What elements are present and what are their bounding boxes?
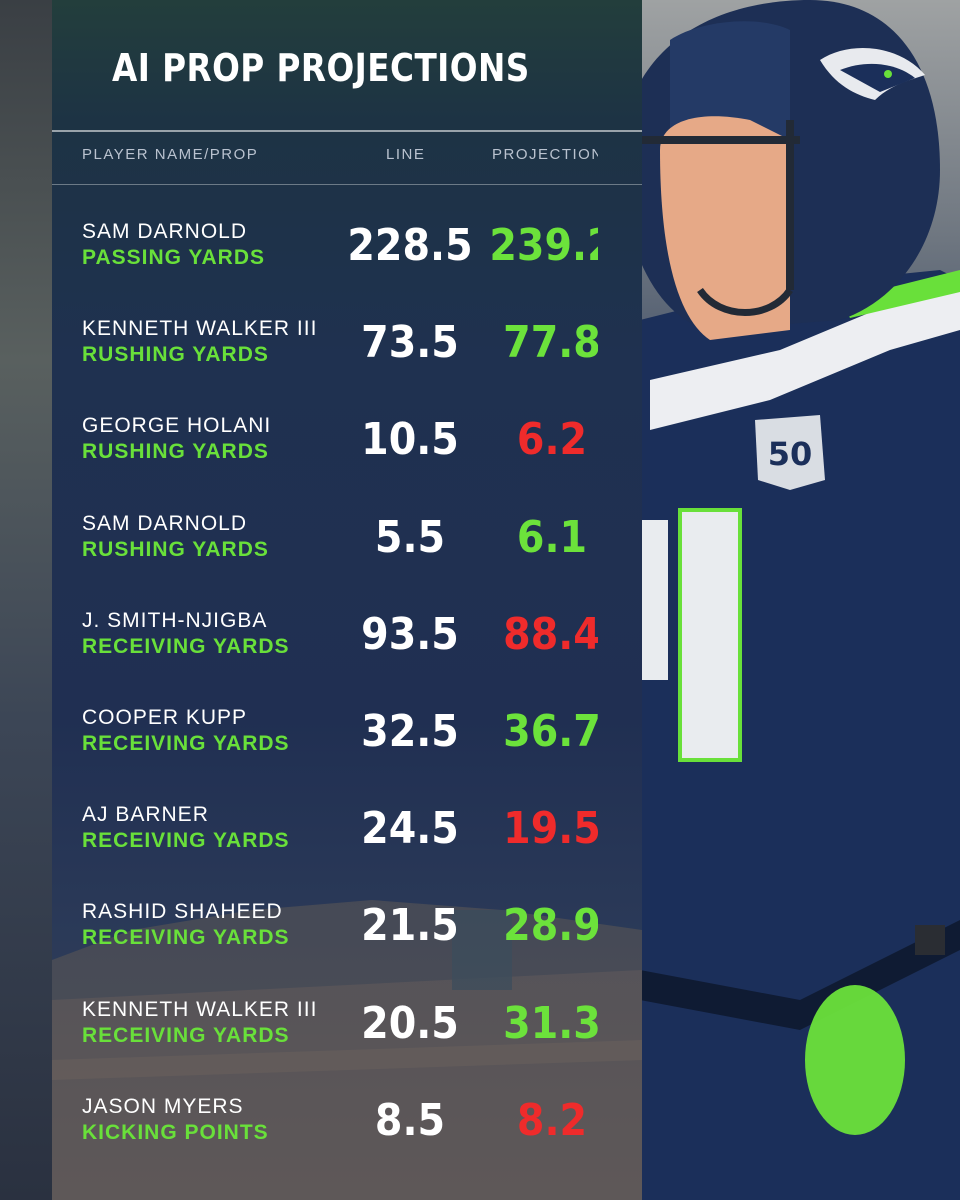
player-name: SAM DARNOLD [82, 511, 248, 535]
player-photo-area: 50 [640, 0, 960, 1200]
prop-type: RUSHING YARDS [82, 537, 269, 561]
prop-type: RUSHING YARDS [82, 343, 269, 367]
line-value: 228.5 [347, 220, 473, 271]
player-name: SAM DARNOLD [82, 220, 248, 243]
page-title: AI PROP PROJECTIONS [112, 46, 530, 90]
player-name: RASHID SHAHEED [82, 900, 283, 924]
table-row: COOPER KUPP RECEIVING YARDS 32.5 36.7 [0, 706, 598, 796]
line-value: 32.5 [361, 706, 459, 757]
line-value: 93.5 [361, 608, 459, 660]
title-divider [52, 130, 642, 132]
line-value: 73.5 [361, 317, 459, 369]
prop-type: RECEIVING YARDS [82, 634, 290, 658]
projection-value: 31.3 [503, 997, 598, 1049]
projection-value: 6.1 [516, 511, 588, 563]
table-row: SAM DARNOLD PASSING YARDS 228.5 239.2 [0, 220, 598, 310]
projections-panel [52, 0, 642, 1200]
player-name: AJ BARNER [82, 803, 209, 827]
player-illustration: 50 [640, 0, 960, 1200]
projection-value: 28.9 [503, 900, 598, 952]
player-name: COOPER KUPP [82, 706, 248, 729]
line-value: 20.5 [361, 997, 459, 1049]
line-value: 21.5 [361, 900, 459, 952]
table-area: PLAYER NAME/PROP LINE PROJECTION SAM DAR… [0, 146, 598, 1185]
player-name: KENNETH WALKER III [82, 317, 318, 341]
projection-value: 36.7 [503, 706, 598, 757]
projection-value: 6.2 [516, 414, 588, 466]
header-player: PLAYER NAME/PROP [82, 146, 259, 163]
projection-value: 77.8 [503, 317, 598, 369]
table-row: J. SMITH-NJIGBA RECEIVING YARDS 93.5 88.4 [0, 609, 598, 699]
patch-number: 50 [768, 435, 813, 473]
table-row: RASHID SHAHEED RECEIVING YARDS 21.5 28.9 [0, 900, 598, 990]
table-row: KENNETH WALKER III RECEIVING YARDS 20.5 31.… [0, 998, 598, 1088]
line-value: 8.5 [374, 1094, 446, 1146]
background-left [0, 0, 52, 1200]
stadium-silhouette [52, 900, 642, 1200]
player-name: JASON MYERS [82, 1094, 244, 1118]
table-row: AJ BARNER RECEIVING YARDS 24.5 19.5 [0, 803, 598, 893]
line-value: 10.5 [361, 414, 459, 466]
prop-type: RECEIVING YARDS [82, 926, 290, 950]
prop-type: RECEIVING YARDS [82, 1023, 290, 1047]
header-projection: PROJECTION [492, 146, 598, 163]
line-value: 5.5 [374, 511, 446, 563]
projection-value: 8.2 [516, 1094, 588, 1146]
player-name: J. SMITH-NJIGBA [82, 608, 268, 632]
prop-type: RECEIVING YARDS [82, 732, 290, 755]
line-value: 24.5 [361, 803, 459, 855]
player-name: GEORGE HOLANI [82, 414, 272, 438]
projection-value: 239.2 [489, 220, 598, 271]
prop-type: RECEIVING YARDS [82, 829, 290, 853]
anniversary-patch [755, 415, 825, 490]
table-row: GEORGE HOLANI RUSHING YARDS 10.5 6.2 [0, 414, 598, 504]
table-row: KENNETH WALKER III RUSHING YARDS 73.5 77.8 [0, 317, 598, 407]
prop-type: PASSING YARDS [82, 246, 265, 269]
header-line: LINE [386, 146, 426, 163]
projection-value: 88.4 [503, 608, 598, 660]
header-divider [52, 184, 642, 185]
prop-type: KICKING POINTS [82, 1120, 269, 1144]
table-row: SAM DARNOLD RUSHING YARDS 5.5 6.1 [0, 512, 598, 602]
player-name: KENNETH WALKER III [82, 997, 318, 1021]
projection-value: 19.5 [503, 803, 598, 855]
prop-type: RUSHING YARDS [82, 440, 269, 464]
table-row: JASON MYERS KICKING POINTS 8.5 8.2 [0, 1095, 598, 1185]
